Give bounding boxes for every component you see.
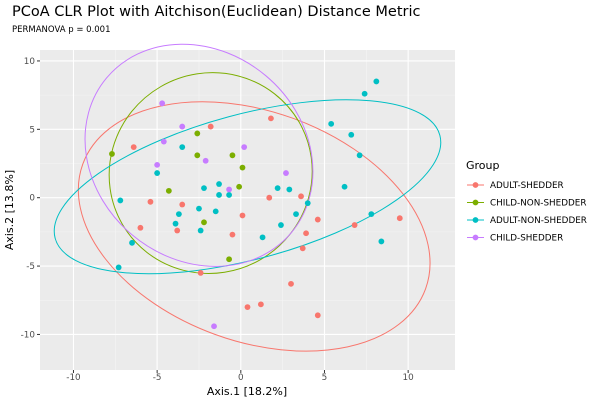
data-point-child-shedder	[154, 161, 161, 168]
data-point-child-non-shedder	[194, 130, 201, 137]
data-point-child-non-shedder	[236, 183, 243, 190]
data-point-child-shedder	[160, 138, 167, 145]
data-point-adult-shedder	[257, 301, 264, 308]
data-point-child-shedder	[179, 123, 186, 130]
y-tick-label: 10	[24, 57, 36, 67]
y-tick-label: 0	[29, 194, 35, 204]
data-point-adult-non-shedder	[197, 227, 204, 234]
data-point-adult-shedder	[244, 304, 251, 310]
data-point-adult-shedder	[174, 227, 181, 234]
data-point-adult-shedder	[268, 115, 274, 122]
y-tick-label: -10	[21, 330, 36, 340]
data-point-child-shedder	[226, 186, 232, 193]
data-point-adult-shedder	[396, 215, 403, 222]
x-tick-label: 0	[238, 373, 244, 383]
data-point-adult-shedder	[229, 231, 236, 238]
data-point-adult-shedder	[130, 144, 137, 150]
data-point-child-non-shedder	[109, 151, 115, 157]
data-point-adult-shedder	[299, 245, 306, 252]
confidence-ellipse-adult-non-shedder	[53, 99, 442, 275]
data-point-adult-non-shedder	[293, 211, 299, 218]
data-point-child-shedder	[211, 323, 217, 330]
data-point-adult-non-shedder	[278, 222, 284, 228]
data-point-adult-non-shedder	[368, 211, 375, 218]
data-point-adult-shedder	[137, 224, 144, 231]
data-point-adult-non-shedder	[328, 120, 335, 127]
data-point-child-non-shedder	[239, 164, 246, 171]
data-point-adult-non-shedder	[216, 181, 222, 187]
data-point-adult-non-shedder	[129, 239, 135, 246]
data-point-child-shedder	[283, 170, 289, 176]
legend-label: ADULT-SHEDDER	[490, 181, 564, 191]
data-point-adult-non-shedder	[304, 200, 311, 207]
x-tick-label: 5	[322, 373, 328, 383]
data-point-adult-non-shedder	[348, 131, 355, 138]
confidence-ellipse-child-non-shedder	[108, 72, 313, 274]
data-point-adult-non-shedder	[201, 185, 207, 192]
y-tick-label: -5	[26, 262, 35, 272]
data-point-child-shedder	[202, 157, 209, 164]
legend-label: CHILD-SHEDDER	[490, 234, 563, 244]
data-point-adult-non-shedder	[175, 211, 182, 218]
data-point-adult-shedder	[298, 193, 304, 200]
data-point-adult-non-shedder	[154, 170, 161, 176]
data-point-adult-non-shedder	[216, 192, 222, 198]
data-point-adult-non-shedder	[286, 186, 293, 193]
data-point-adult-non-shedder	[378, 238, 385, 245]
data-point-adult-shedder	[303, 230, 309, 237]
data-point-adult-non-shedder	[341, 183, 348, 190]
data-point-adult-shedder	[314, 312, 321, 319]
legend-label: CHILD-NON-SHEDDER	[490, 199, 586, 209]
data-point-adult-shedder	[147, 198, 154, 205]
data-point-adult-non-shedder	[179, 144, 186, 150]
data-point-child-shedder	[241, 144, 248, 150]
data-point-child-shedder	[159, 100, 166, 107]
y-tick-label: 5	[29, 125, 35, 135]
data-point-adult-shedder	[179, 201, 186, 208]
legend-key-point	[472, 217, 479, 223]
data-point-adult-non-shedder	[196, 205, 202, 212]
data-point-child-non-shedder	[226, 256, 232, 263]
data-point-adult-shedder	[207, 123, 214, 130]
data-point-adult-shedder	[197, 270, 204, 276]
data-point-adult-non-shedder	[115, 264, 122, 271]
data-point-child-non-shedder	[165, 187, 172, 194]
data-point-adult-non-shedder	[117, 197, 124, 204]
data-point-child-non-shedder	[229, 152, 236, 159]
data-point-adult-shedder	[266, 194, 273, 201]
legend-label: ADULT-NON-SHEDDER	[490, 216, 587, 226]
data-point-adult-shedder	[288, 280, 294, 287]
data-point-adult-non-shedder	[212, 208, 219, 215]
chart-title: PCoA CLR Plot with Aitchison(Euclidean) …	[12, 4, 421, 20]
legend-key-point	[472, 199, 479, 206]
data-point-adult-shedder	[351, 222, 358, 228]
data-point-adult-non-shedder	[373, 78, 380, 85]
data-point-adult-non-shedder	[259, 234, 266, 241]
data-point-adult-non-shedder	[274, 185, 281, 192]
data-point-child-non-shedder	[201, 219, 207, 226]
legend-key-point	[472, 234, 479, 241]
legend-title: Group	[466, 159, 500, 172]
data-point-adult-non-shedder	[172, 220, 179, 227]
data-point-adult-shedder	[314, 216, 321, 223]
confidence-ellipse-adult-shedder	[77, 101, 431, 352]
data-point-adult-non-shedder	[226, 192, 232, 198]
y-axis-label: Axis.2 [13.8%]	[3, 170, 16, 250]
data-point-adult-shedder	[239, 212, 246, 219]
x-tick-label: 10	[403, 373, 415, 383]
data-point-adult-non-shedder	[356, 152, 363, 159]
data-point-child-non-shedder	[194, 152, 201, 159]
legend-key-point	[472, 182, 479, 188]
x-tick-label: -5	[153, 373, 162, 383]
plot-panel	[40, 50, 455, 370]
chart-subtitle: PERMANOVA p = 0.001	[12, 25, 111, 35]
x-axis-label: Axis.1 [18.2%]	[207, 385, 287, 398]
x-tick-label: -10	[66, 373, 81, 383]
data-point-adult-non-shedder	[361, 90, 368, 97]
confidence-ellipse-child-shedder	[84, 43, 314, 267]
